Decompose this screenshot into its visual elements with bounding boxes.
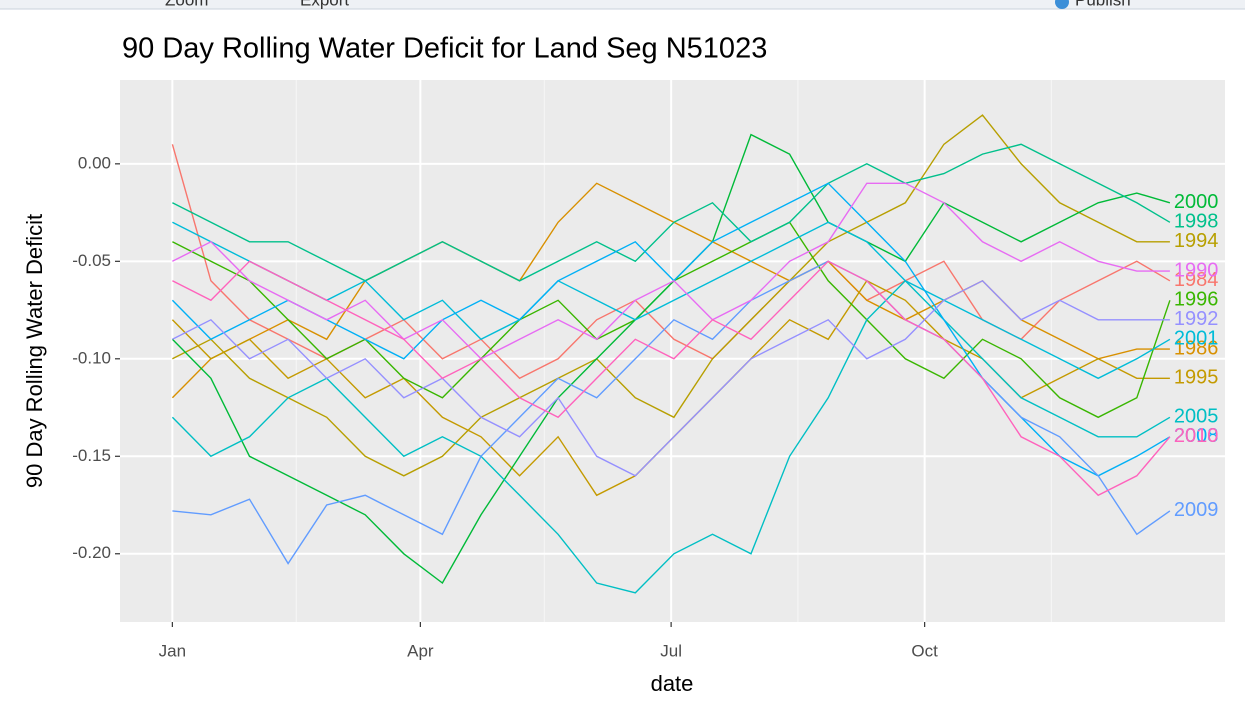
series-label: 2001 [1174,328,1219,350]
toolbar-export[interactable]: Export [300,0,349,9]
series-label: 1986 [1174,337,1219,359]
x-tick-label: Jan [159,641,186,660]
series-label: 1990 [1174,259,1219,281]
series-label: 2008 [1174,425,1219,447]
series-line [172,221,1171,380]
chart-title: 90 Day Rolling Water Deficit for Land Se… [122,33,767,65]
toolbar-publish[interactable]: Publish [1075,0,1131,9]
y-tick-label: -0.20 [72,543,111,562]
series-label: 1996 [1174,289,1219,311]
series-line [172,279,1170,477]
y-tick-label: 0.00 [78,153,111,172]
series-label: 2009 [1174,499,1219,521]
x-axis-label: date [651,671,694,696]
x-tick-label: Oct [911,641,938,660]
series-label: 1984 [1174,269,1219,291]
series-label: 2000 [1174,191,1219,213]
series-line [172,260,1171,565]
y-tick-label: -0.05 [72,251,111,270]
y-tick-label: -0.15 [72,446,111,465]
series-line [172,143,1171,282]
x-tick-label: Apr [407,641,434,660]
publish-icon [1055,0,1069,9]
series-label: 1995 [1174,367,1219,389]
series-line [172,260,1171,497]
toolbar-zoom[interactable]: Zoom [165,0,208,9]
series-label: 2010 [1174,425,1219,447]
series-line [172,182,1170,360]
axes: 0.00 -0.05 -0.10 -0.15 -0.20 Jan Apr Jul Oct [72,153,938,660]
series-label: 1998 [1174,211,1219,233]
series-line [171,279,1171,594]
panel [120,80,1225,622]
series-label: 2005 [1174,406,1219,428]
series-label: 1994 [1174,230,1219,252]
y-axis-label: 90 Day Rolling Water Deficit [22,214,47,488]
toolbar [0,0,1245,9]
series-label: 1992 [1174,308,1219,330]
y-tick-label: -0.10 [72,348,111,367]
x-tick-label: Jul [660,641,682,660]
